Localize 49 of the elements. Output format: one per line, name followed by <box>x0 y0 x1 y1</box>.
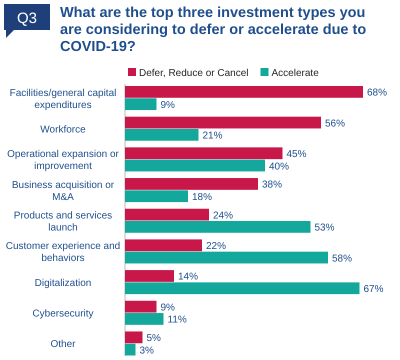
data-label: 40% <box>269 161 290 172</box>
bar <box>125 178 258 190</box>
y-tick-label: Customer experience and behaviors <box>6 241 120 264</box>
bar <box>125 252 328 264</box>
data-label: 18% <box>192 192 212 203</box>
y-tick-label: Facilities/general capital expenditures <box>10 88 116 111</box>
y-tick-label: Other <box>50 339 76 350</box>
bar <box>125 239 202 252</box>
data-label: 56% <box>325 118 346 130</box>
data-label: 5% <box>146 333 162 344</box>
bar <box>125 98 156 110</box>
data-label: 9% <box>160 100 176 111</box>
y-tick-label: Business acquisition or M&A <box>12 180 115 203</box>
data-label: 38% <box>262 180 282 191</box>
y-tick-label: Workforce <box>40 124 86 136</box>
chart-title: What are the top three investment types you are considering to defer or accelerate due to COVID-19? <box>60 5 366 55</box>
data-label: 67% <box>364 284 384 295</box>
bar <box>125 221 310 233</box>
bar <box>125 86 363 98</box>
bar <box>125 282 360 294</box>
data-label: 3% <box>140 345 154 356</box>
bar <box>125 270 174 282</box>
data-label: 22% <box>206 241 226 252</box>
bar <box>125 160 265 172</box>
y-tick-label: Products and services launch <box>14 210 112 234</box>
legend-label: Defer, Reduce or Cancel <box>139 68 249 79</box>
bar <box>125 116 321 128</box>
bar <box>125 128 198 141</box>
y-tick-label: Cybersecurity <box>32 308 94 320</box>
bar <box>125 331 142 344</box>
bar <box>125 147 282 160</box>
data-label: 21% <box>202 130 223 142</box>
text: Q3 <box>16 10 38 27</box>
y-tick-label: Digitalization <box>34 278 92 289</box>
bar <box>125 208 209 220</box>
data-label: 53% <box>314 222 335 234</box>
bar <box>125 313 164 325</box>
legend-label: Accelerate <box>272 68 320 79</box>
bar <box>125 300 156 313</box>
data-label: 58% <box>332 253 352 264</box>
bar <box>125 344 136 356</box>
data-label: 45% <box>286 149 307 160</box>
data-label: 68% <box>367 88 388 99</box>
y-tick-label: Operational expansion or improvement <box>7 149 120 172</box>
data-label: 9% <box>160 302 176 314</box>
data-label: 14% <box>178 272 198 283</box>
data-label: 11% <box>168 314 187 326</box>
data-label: 24% <box>213 210 234 222</box>
bar <box>125 190 188 202</box>
